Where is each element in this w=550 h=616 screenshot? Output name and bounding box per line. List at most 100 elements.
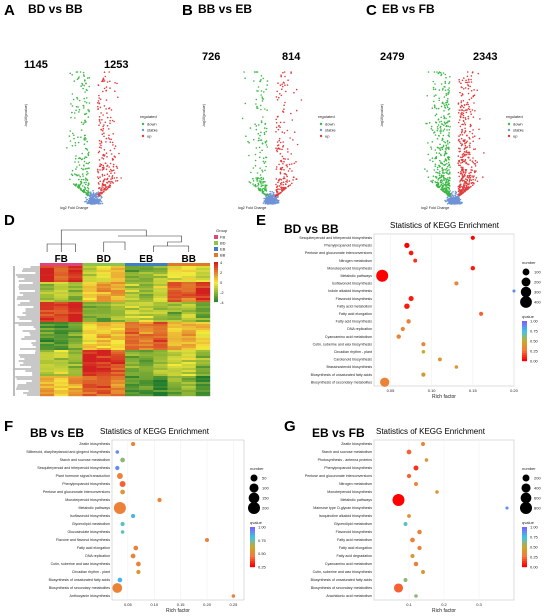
heatmap-cell	[82, 272, 97, 275]
heatmap-cell	[40, 370, 55, 373]
heatmap-cell	[68, 394, 83, 397]
up-point	[289, 184, 292, 186]
down-point	[442, 87, 444, 90]
heatmap-cell	[139, 384, 154, 387]
up-point	[468, 182, 471, 184]
heatmap-cell	[139, 322, 154, 325]
up-point	[289, 168, 291, 170]
panel-letter-d: D	[4, 212, 15, 229]
pathway-label: Phenylpropanoid biosynthesis	[324, 244, 372, 248]
pathway-label: Isoflavonoid biosynthesis	[70, 514, 110, 518]
heatmap-cell	[195, 322, 211, 325]
up-point	[285, 183, 287, 185]
down-point	[85, 101, 88, 104]
down-point	[86, 77, 89, 79]
heatmap-cell	[82, 324, 97, 327]
up-point	[466, 81, 469, 84]
up-point	[99, 169, 101, 171]
heatmap-cell	[181, 276, 197, 279]
heatmap-cell	[195, 312, 211, 315]
enrichment-bubble	[157, 497, 162, 503]
down-point	[82, 87, 84, 90]
heatmap-cell	[195, 270, 211, 273]
down-point	[434, 134, 437, 136]
up-point	[116, 167, 119, 169]
heatmap-cell	[167, 316, 182, 319]
heatmap-cell	[82, 328, 97, 331]
heatmap-cell	[167, 380, 182, 383]
heatmap-cell	[54, 272, 69, 275]
heatmap-cell	[125, 354, 140, 357]
heatmap-cell	[82, 378, 97, 381]
heatmap-cell	[82, 316, 97, 319]
up-point	[120, 177, 122, 179]
heatmap-cell	[195, 360, 211, 363]
heatmap-cell	[96, 278, 112, 281]
x-axis-label: Rich factor	[166, 608, 190, 614]
down-point	[73, 80, 76, 82]
heatmap-cell	[181, 334, 197, 337]
color-legend-segment	[522, 549, 527, 552]
up-point	[99, 142, 101, 145]
down-point	[75, 155, 77, 157]
up-point	[279, 167, 282, 169]
stable-point	[452, 191, 454, 193]
color-legend-segment	[522, 537, 527, 540]
column-dendrogram	[46, 229, 190, 252]
down-point	[445, 94, 448, 97]
down-point	[70, 173, 73, 176]
heatmap-cell	[139, 268, 154, 271]
down-point	[84, 156, 87, 158]
heatmap-cell	[181, 346, 197, 349]
color-legend-title: qvalue	[250, 520, 263, 525]
down-point	[441, 123, 443, 126]
down-point	[76, 166, 78, 168]
heatmap-cell	[68, 334, 83, 337]
heatmap-cell	[40, 324, 55, 327]
up-point	[276, 186, 278, 188]
up-point	[471, 109, 474, 111]
heatmap-cell	[139, 300, 154, 303]
enrichment-bubble	[404, 303, 410, 309]
up-point	[282, 110, 284, 112]
down-point	[445, 189, 448, 192]
pathway-label: Fatty acid degradation	[336, 554, 372, 558]
color-legend-label: 0.75	[530, 535, 539, 540]
up-point	[291, 182, 293, 185]
size-legend-dot	[522, 268, 530, 276]
heatmap-cell	[68, 382, 83, 385]
down-point	[447, 177, 449, 179]
heatmap-cell	[181, 374, 197, 377]
stable-point	[459, 198, 462, 201]
down-point	[259, 174, 262, 176]
enrichment-bubble	[205, 538, 209, 542]
down-point	[433, 100, 435, 103]
down-point	[442, 130, 445, 132]
up-point	[105, 86, 108, 88]
pathway-label: Metabolic pathways	[340, 274, 372, 278]
down-point	[78, 76, 80, 78]
heatmap-cell	[181, 326, 197, 329]
up-point	[467, 186, 470, 188]
heatmap-cell	[110, 388, 126, 391]
heatmap-cell	[139, 304, 154, 307]
up-point	[283, 71, 286, 73]
down-point	[80, 136, 82, 138]
stable-point	[84, 201, 86, 203]
pathway-label: Metabolic pathways	[340, 498, 372, 502]
heatmap-cell	[110, 370, 126, 373]
up-point	[468, 163, 470, 166]
down-point	[86, 170, 88, 173]
volcano-a-title: BD vs BB	[28, 2, 83, 16]
heatmap-cell	[110, 364, 126, 367]
up-point	[470, 78, 472, 81]
heatmap-cell	[54, 390, 69, 393]
scale-tick-label: -4	[220, 300, 224, 305]
heatmap-cell	[96, 372, 112, 375]
heatmap-cell	[82, 386, 97, 389]
down-point	[255, 125, 258, 127]
heatmap-cell	[82, 310, 97, 313]
color-legend-segment	[522, 353, 527, 356]
heatmap-cell	[167, 362, 182, 365]
up-point	[468, 183, 470, 186]
